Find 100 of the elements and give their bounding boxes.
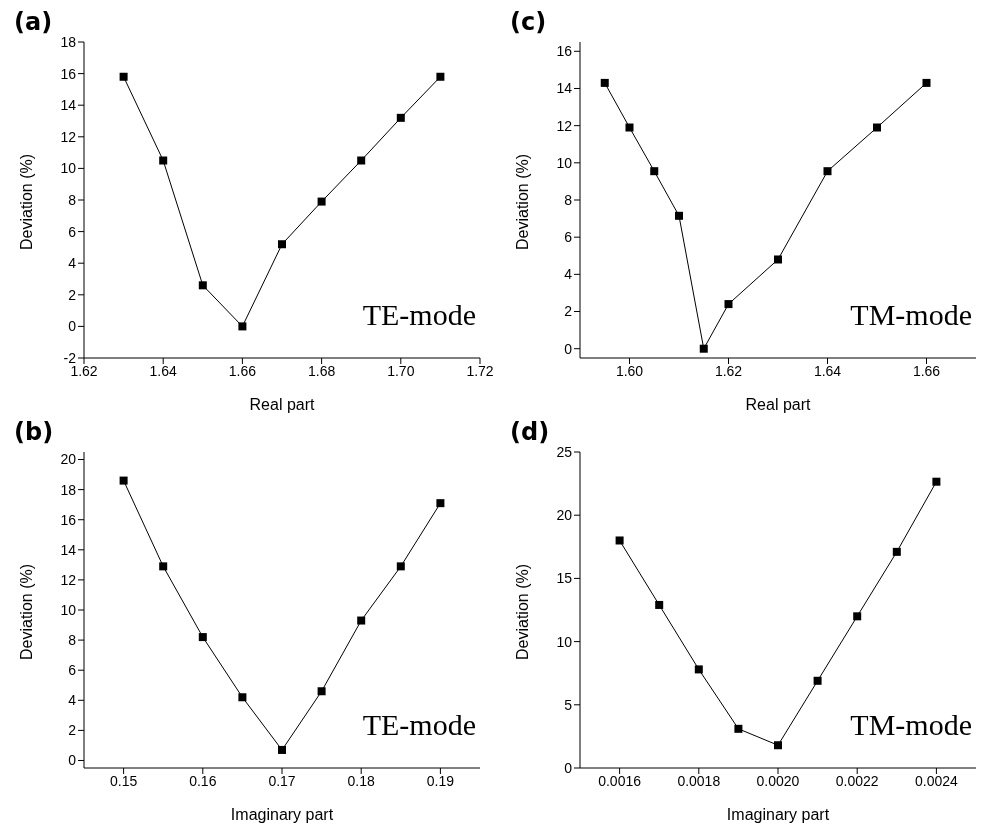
x-tick-label: 1.60: [615, 362, 644, 379]
point: [436, 499, 445, 508]
y-tick-label: 10: [60, 160, 77, 177]
point: [317, 197, 326, 206]
y-tick-label: 8: [68, 632, 77, 649]
point: [650, 167, 659, 176]
point: [734, 724, 743, 733]
y-axis-title: Deviation (%): [513, 153, 531, 250]
point: [238, 693, 247, 702]
point: [278, 240, 286, 249]
y-tick-label: 6: [68, 662, 77, 679]
x-tick-label: 1.66: [912, 362, 941, 379]
point: [357, 616, 366, 625]
x-tick-label: 0.0024: [914, 772, 959, 789]
y-tick-label: 2: [564, 303, 573, 320]
point: [823, 167, 832, 176]
y-axis-title: Deviation (%): [17, 153, 35, 250]
x-tick-label: 1.68: [307, 362, 336, 379]
y-tick-label: 5: [564, 696, 573, 713]
y-axis-title: Deviation (%): [513, 563, 531, 660]
y-tick-label: 10: [60, 601, 77, 618]
y-tick-label: 2: [68, 722, 77, 739]
y-tick-label: 0: [68, 318, 77, 335]
point: [278, 745, 286, 754]
annotation: TM-mode: [850, 298, 972, 332]
chart-title: (b): [14, 418, 54, 446]
point: [699, 344, 708, 353]
point: [892, 547, 901, 556]
y-tick-label: 4: [68, 692, 77, 709]
point: [922, 78, 931, 87]
y-tick-label: 0: [564, 759, 573, 776]
y-tick-label: 0: [68, 752, 77, 769]
x-tick-label: 1.64: [813, 362, 842, 379]
y-tick-label: 0: [564, 340, 573, 357]
x-axis-title: Imaginary part: [230, 806, 334, 823]
chart-title: (c): [510, 8, 547, 36]
x-tick-label: 0.0018: [677, 772, 721, 789]
point: [675, 211, 683, 220]
point: [853, 612, 862, 621]
y-tick-label: 18: [60, 33, 77, 50]
x-tick-label: 1.62: [714, 362, 743, 379]
chart-title: (a): [14, 8, 53, 36]
point: [615, 536, 624, 545]
point: [774, 255, 782, 264]
point: [396, 113, 405, 122]
y-tick-label: 16: [556, 43, 573, 60]
point: [159, 562, 168, 571]
y-tick-label: 12: [60, 128, 77, 145]
x-axis-title: Imaginary part: [726, 806, 830, 823]
point: [694, 665, 703, 674]
y-tick-label: 2: [68, 286, 77, 303]
x-tick-label: 1.64: [149, 362, 178, 379]
y-tick-label: 4: [564, 266, 573, 283]
x-tick-label: 0.0020: [756, 772, 800, 789]
x-tick-label: 0.18: [347, 772, 376, 789]
y-tick-label: 16: [60, 511, 77, 528]
point: [813, 676, 822, 685]
point: [774, 741, 782, 750]
x-tick-label: 1.70: [387, 362, 415, 379]
x-tick-label: 0.0022: [835, 772, 879, 789]
annotation: TE-mode: [362, 298, 476, 332]
y-tick-label: 12: [556, 117, 573, 134]
x-axis-title: Real part: [745, 396, 812, 413]
annotation: TE-mode: [362, 708, 476, 742]
y-tick-label: 16: [60, 65, 77, 82]
point: [317, 687, 326, 696]
x-tick-label: 1.66: [228, 362, 257, 379]
y-tick-label: 12: [60, 571, 77, 588]
point: [655, 600, 664, 609]
point: [119, 72, 128, 81]
annotation: TM-mode: [850, 708, 972, 742]
x-tick-label: 0.15: [109, 772, 138, 789]
y-tick-label: 14: [60, 541, 77, 558]
point: [396, 562, 405, 571]
chart-title: (d): [510, 418, 550, 446]
y-tick-label: 6: [68, 223, 77, 240]
y-tick-label: 14: [60, 97, 77, 114]
x-tick-label: 0.19: [426, 772, 455, 789]
point: [625, 123, 634, 132]
x-tick-label: 0.0016: [598, 772, 642, 789]
point: [436, 72, 445, 81]
y-tick-label: 10: [556, 154, 573, 171]
y-tick-label: 4: [68, 255, 77, 272]
y-tick-label: 8: [564, 191, 573, 208]
point: [159, 156, 168, 165]
y-tick-label: 15: [556, 570, 573, 587]
point: [238, 322, 247, 331]
y-tick-label: 8: [68, 191, 77, 208]
point: [600, 78, 609, 87]
x-axis-title: Real part: [249, 396, 316, 413]
y-tick-label: 18: [60, 481, 77, 498]
y-tick-label: 6: [564, 229, 573, 246]
y-tick-label: 25: [556, 443, 573, 460]
y-tick-label: 20: [60, 451, 77, 468]
point: [357, 156, 366, 165]
y-tick-label: 10: [556, 633, 573, 650]
x-tick-label: 0.16: [189, 772, 217, 789]
y-tick-label: 20: [556, 507, 573, 524]
point: [198, 633, 207, 642]
y-axis-title: Deviation (%): [17, 563, 35, 660]
